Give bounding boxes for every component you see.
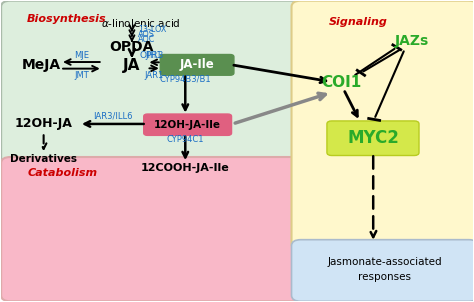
Text: MYC2: MYC2 [347, 129, 399, 147]
Text: 12OH-JA: 12OH-JA [15, 117, 73, 130]
Text: IAR3/ILL6: IAR3/ILL6 [93, 112, 133, 121]
Text: MeJA: MeJA [22, 58, 61, 72]
Text: 13-LOX: 13-LOX [138, 25, 166, 34]
FancyBboxPatch shape [1, 1, 308, 163]
Text: 12OH-JA-Ile: 12OH-JA-Ile [154, 120, 221, 130]
Text: MJE: MJE [74, 51, 89, 59]
Text: AOS: AOS [138, 30, 155, 39]
Text: Catabolism: Catabolism [27, 168, 97, 178]
Text: OPR3: OPR3 [139, 51, 164, 60]
Text: $\alpha$-linolenic acid: $\alpha$-linolenic acid [100, 17, 180, 29]
FancyBboxPatch shape [144, 114, 232, 135]
Text: OPDA: OPDA [110, 40, 154, 54]
Text: Derivatives: Derivatives [10, 153, 77, 163]
Text: AOC: AOC [138, 35, 155, 44]
Text: Signaling: Signaling [329, 17, 388, 27]
FancyBboxPatch shape [327, 121, 419, 156]
Text: Biosynthesis: Biosynthesis [27, 14, 107, 24]
Text: 12COOH-JA-Ile: 12COOH-JA-Ile [141, 162, 230, 172]
Text: JIH1: JIH1 [146, 51, 163, 60]
Text: Jasmonate-associated
responses: Jasmonate-associated responses [327, 257, 442, 281]
Text: JMT: JMT [74, 71, 89, 80]
Text: CYP94C1: CYP94C1 [166, 135, 204, 144]
Text: COI1: COI1 [321, 75, 361, 90]
FancyBboxPatch shape [292, 240, 474, 301]
FancyBboxPatch shape [1, 157, 308, 301]
FancyBboxPatch shape [292, 1, 474, 250]
Text: JAZs: JAZs [395, 34, 429, 48]
Text: CYP94B3/B1: CYP94B3/B1 [159, 74, 211, 83]
Text: JA: JA [123, 58, 141, 73]
FancyBboxPatch shape [160, 54, 234, 75]
Text: JAR1: JAR1 [145, 71, 164, 80]
Text: JA-Ile: JA-Ile [180, 58, 214, 71]
